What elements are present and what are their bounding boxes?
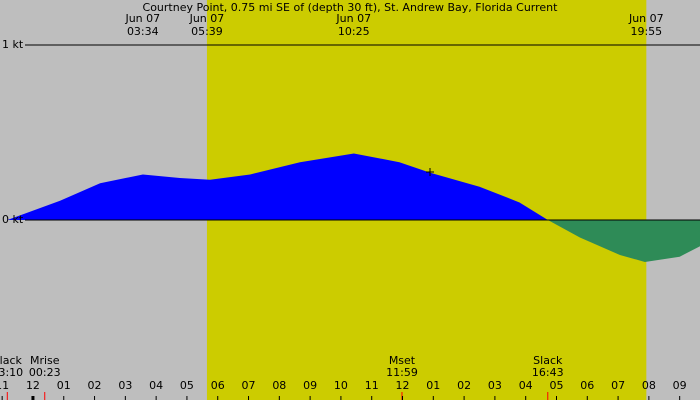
x-tick-label: 03 bbox=[488, 379, 502, 392]
x-tick-label: 03 bbox=[118, 379, 132, 392]
x-tick-label: 07 bbox=[242, 379, 256, 392]
top-event-time: 10:25 bbox=[338, 25, 370, 38]
x-tick-label: 01 bbox=[426, 379, 440, 392]
x-tick-label: 09 bbox=[303, 379, 317, 392]
x-tick-label: 05 bbox=[180, 379, 194, 392]
x-tick-label: 11 bbox=[365, 379, 379, 392]
top-event-time: 03:34 bbox=[127, 25, 159, 38]
top-event-date: Jun 07 bbox=[335, 12, 371, 25]
bottom-event-time: 11:59 bbox=[386, 366, 418, 379]
x-tick-label: 09 bbox=[673, 379, 687, 392]
x-tick-label: 08 bbox=[642, 379, 656, 392]
chart-title: Courtney Point, 0.75 mi SE of (depth 30 … bbox=[143, 1, 559, 14]
x-tick-label: 06 bbox=[211, 379, 225, 392]
bottom-event-label: Slack bbox=[533, 354, 563, 367]
x-tick-label: 02 bbox=[88, 379, 102, 392]
x-tick-label: 06 bbox=[580, 379, 594, 392]
x-tick-label: 04 bbox=[149, 379, 163, 392]
x-tick-label: 12 bbox=[26, 379, 40, 392]
bottom-event-label: Mset bbox=[389, 354, 416, 367]
bottom-event-time: 16:43 bbox=[532, 366, 564, 379]
top-event-date: Jun 07 bbox=[124, 12, 160, 25]
top-event-date: Jun 07 bbox=[189, 12, 225, 25]
top-event-time: 19:55 bbox=[630, 25, 662, 38]
x-tick-label: 12 bbox=[396, 379, 410, 392]
x-tick-label: 11 bbox=[0, 379, 9, 392]
area-layer bbox=[7, 153, 700, 262]
bottom-event-label: Mrise bbox=[30, 354, 60, 367]
now-marker bbox=[426, 168, 434, 176]
current-area bbox=[547, 219, 700, 262]
x-tick-label: 04 bbox=[519, 379, 533, 392]
x-tick-label: 08 bbox=[272, 379, 286, 392]
x-tick-label: 01 bbox=[57, 379, 71, 392]
x-tick-label: 05 bbox=[549, 379, 563, 392]
x-tick-label: 02 bbox=[457, 379, 471, 392]
x-tick-label: 10 bbox=[334, 379, 348, 392]
bottom-event-label: Slack bbox=[0, 354, 23, 367]
bottom-event-time: 23:10 bbox=[0, 366, 23, 379]
y-tick-label: 1 kt bbox=[2, 38, 24, 51]
bottom-event-time: 00:23 bbox=[29, 366, 61, 379]
top-event-time: 05:39 bbox=[191, 25, 223, 38]
top-event-date: Jun 07 bbox=[628, 12, 664, 25]
y-tick-label: 0 kt bbox=[2, 213, 24, 226]
x-tick-label: 07 bbox=[611, 379, 625, 392]
current-area bbox=[7, 153, 548, 220]
